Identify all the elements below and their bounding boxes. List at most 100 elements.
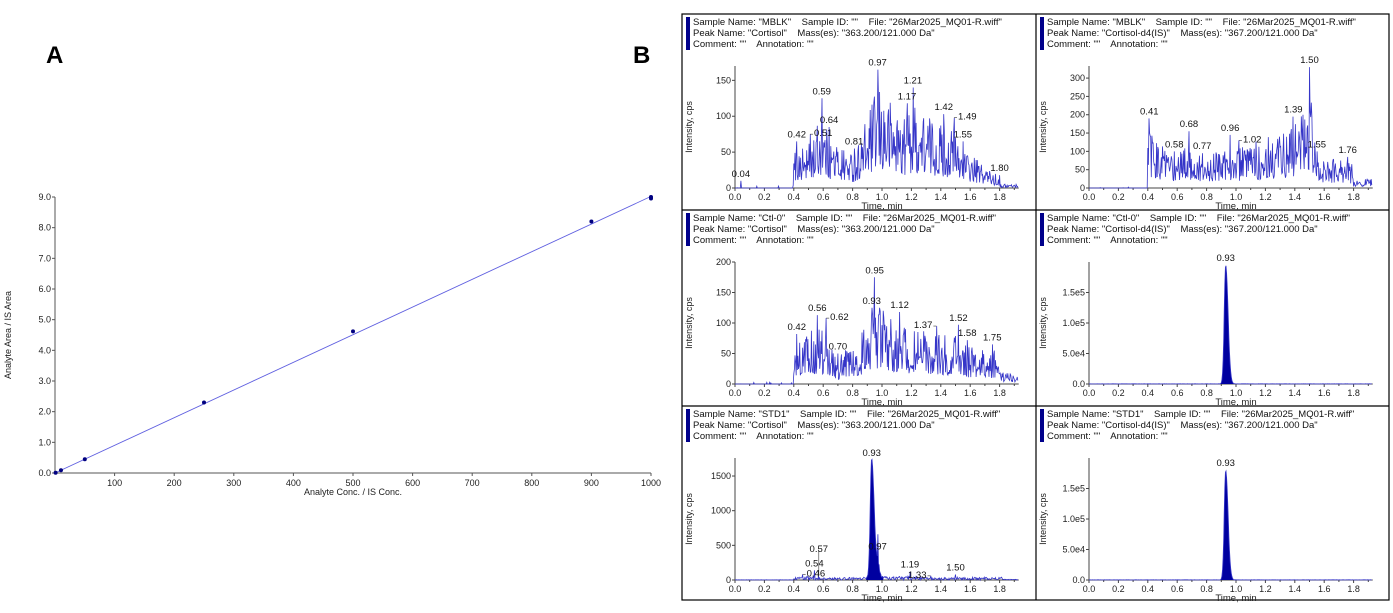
data-point — [649, 196, 653, 201]
x-tick-label: 0.6 — [817, 584, 830, 594]
x-tick-label: 1.4 — [935, 388, 948, 398]
peak-label: 1.17 — [898, 91, 917, 102]
peak-label: 1.21 — [904, 76, 923, 87]
x-tick-label: 1.8 — [993, 388, 1006, 398]
y-tick-label: 7.0 — [38, 253, 51, 263]
x-tick-label: 1.4 — [1289, 388, 1302, 398]
y-tick-label: 2.0 — [38, 407, 51, 417]
peak-label: 0.56 — [808, 303, 827, 314]
peak-label: 0.70 — [829, 342, 848, 353]
x-tick-label: 0.0 — [1083, 192, 1096, 202]
y-tick-label: 5.0e4 — [1062, 349, 1085, 359]
x-tick-label: 1.8 — [1347, 388, 1360, 398]
x-axis-label: Time, min — [1215, 201, 1256, 212]
peak-label: 1.19 — [901, 560, 920, 571]
x-tick-label: 1000 — [641, 478, 661, 488]
chromatogram-panel: Sample Name: "MBLK" Sample ID: "" File: … — [1038, 17, 1373, 212]
y-tick-label: 5.0e4 — [1062, 545, 1085, 555]
x-tick-label: 1.4 — [1289, 192, 1302, 202]
x-tick-label: 0.6 — [1171, 192, 1184, 202]
peak-label: 1.37 — [914, 320, 933, 331]
y-tick-label: 4.0 — [38, 345, 51, 355]
header-line: Sample Name: "MBLK" Sample ID: "" File: … — [693, 17, 1002, 28]
header-line: Peak Name: "Cortisol" Mass(es): "363.200… — [693, 28, 935, 39]
x-tick-label: 0.6 — [817, 192, 830, 202]
peak-label: 0.62 — [830, 312, 849, 323]
chromatogram-panel: Sample Name: "Ctl-0" Sample ID: "" File:… — [1038, 213, 1373, 408]
peak-label: 0.41 — [1140, 106, 1159, 117]
y-tick-label: 1.0 — [38, 437, 51, 447]
y-tick-label: 0 — [1080, 183, 1085, 193]
y-tick-label: 100 — [1070, 146, 1085, 156]
y-tick-label: 5.0 — [38, 315, 51, 325]
header-line: Comment: "" Annotation: "" — [693, 431, 814, 442]
chromatogram-grid: Sample Name: "MBLK" Sample ID: "" File: … — [681, 13, 1390, 604]
chromatogram-trace — [735, 69, 1019, 189]
x-tick-label: 1.6 — [1318, 584, 1331, 594]
data-point — [82, 457, 87, 462]
x-axis-label: Time, min — [861, 201, 902, 212]
header-line: Comment: "" Annotation: "" — [1047, 235, 1168, 246]
header-bar — [686, 409, 690, 442]
y-tick-label: 1.0e5 — [1062, 318, 1085, 328]
peak-label: 1.75 — [983, 332, 1002, 343]
y-tick-label: 150 — [1070, 128, 1085, 138]
header-line: Peak Name: "Cortisol-d4(IS)" Mass(es): "… — [1047, 28, 1318, 39]
header-line: Sample Name: "STD1" Sample ID: "" File: … — [1047, 409, 1354, 420]
chromatogram-trace — [1088, 469, 1372, 581]
y-tick-label: 50 — [721, 147, 731, 157]
x-tick-label: 0.0 — [1083, 584, 1096, 594]
peak-label: 0.95 — [865, 265, 884, 276]
data-point — [202, 400, 206, 405]
peak-label: 1.80 — [990, 163, 1009, 174]
chromatogram-trace — [1088, 265, 1372, 385]
y-tick-label: 500 — [716, 540, 731, 550]
data-point — [58, 468, 63, 473]
y-tick-label: 0 — [726, 379, 731, 389]
peak-label: 1.39 — [1284, 105, 1303, 116]
header-bar — [686, 213, 690, 246]
peak-label: 1.42 — [934, 102, 953, 113]
x-tick-label: 0.2 — [758, 584, 771, 594]
peak-label: 1.55 — [954, 129, 973, 140]
x-axis-label: Time, min — [861, 397, 902, 408]
x-tick-label: 600 — [405, 478, 420, 488]
panel-label-a: A — [46, 42, 63, 69]
x-tick-label: 1.8 — [993, 584, 1006, 594]
peak-label: 1.33 — [908, 570, 927, 581]
y-tick-label: 0 — [726, 575, 731, 585]
x-tick-label: 500 — [345, 478, 360, 488]
peak-label: 0.51 — [814, 128, 833, 139]
peak-label: 0.81 — [845, 137, 864, 148]
x-tick-label: 0.0 — [1083, 388, 1096, 398]
data-point — [53, 470, 58, 475]
header-bar — [686, 17, 690, 50]
x-tick-label: 0.8 — [1200, 388, 1213, 398]
x-tick-label: 1.8 — [993, 192, 1006, 202]
y-axis-label: Intensity, cps — [1038, 493, 1048, 545]
y-tick-label: 1.5e5 — [1062, 484, 1085, 494]
header-bar — [1040, 409, 1044, 442]
y-tick-label: 6.0 — [38, 284, 51, 294]
peak-label: 0.42 — [787, 129, 806, 140]
peak-label: 0.58 — [1165, 139, 1184, 150]
x-axis-label: Time, min — [1215, 397, 1256, 408]
y-tick-label: 1000 — [711, 506, 731, 516]
y-tick-label: 0 — [726, 183, 731, 193]
peak-label: 0.57 — [810, 544, 829, 555]
peak-area-fill — [1220, 471, 1238, 580]
x-tick-label: 700 — [465, 478, 480, 488]
y-tick-label: 150 — [716, 75, 731, 85]
x-tick-label: 1.6 — [964, 388, 977, 398]
x-tick-label: 0.0 — [729, 192, 742, 202]
x-tick-label: 1.2 — [1259, 388, 1272, 398]
header-line: Peak Name: "Cortisol" Mass(es): "363.200… — [693, 420, 935, 431]
x-tick-label: 1.0 — [876, 192, 889, 202]
header-bar — [1040, 213, 1044, 246]
peak-label: 1.49 — [958, 112, 977, 123]
y-tick-label: 3.0 — [38, 376, 51, 386]
x-tick-label: 1.2 — [1259, 192, 1272, 202]
peak-label: 0.59 — [812, 86, 831, 97]
x-axis-label: Time, min — [1215, 593, 1256, 604]
